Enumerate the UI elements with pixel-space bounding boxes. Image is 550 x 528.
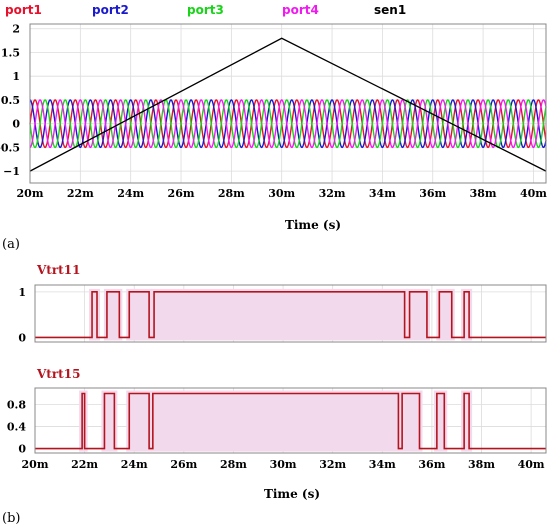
series-group: [29, 37, 547, 172]
x-tick-label: 36m: [418, 458, 445, 471]
x-tick-labels: 20m 22m 24m 26m 28m 30m 32m 34m 36m 38m 40m: [17, 187, 548, 200]
x-tick-label: 38m: [470, 187, 497, 200]
pulse-highlight: [126, 288, 153, 341]
pulse-highlight: [399, 390, 423, 452]
x-tick-label: 24m: [117, 187, 144, 200]
pulse-highlight: [101, 390, 118, 452]
y-tick-label: 0.8: [7, 399, 26, 412]
x-tick-label: 28m: [218, 187, 245, 200]
y-tick-label: 1.5: [1, 46, 20, 59]
legend: port1 port2 port3 port4 sen1: [5, 3, 406, 17]
panel-label-b: (b): [2, 511, 20, 526]
series-Vtrt11: [35, 291, 546, 339]
legend-port3: port3: [187, 3, 224, 17]
chart-title-vtrt11: Vtrt11: [36, 263, 80, 277]
y-tick-label: −1: [3, 165, 20, 178]
x-tick-label: 20m: [22, 458, 49, 471]
y-tick-label: 1: [18, 286, 26, 299]
series-port2: [29, 99, 547, 149]
y-tick-label: 1: [12, 70, 20, 83]
x-tick-labels: 20m 22m 24m 26m 28m 30m 32m 34m 36m 38m 40m: [22, 458, 545, 471]
pulse-highlight: [461, 390, 473, 452]
plot-frame: [34, 284, 547, 343]
panel-a-chart: port1 port2 port3 port4 sen1 2 1.5 1 0.5 0 -0…: [0, 3, 547, 232]
x-axis-title: Time (s): [285, 218, 341, 232]
series-port1: [29, 99, 547, 149]
x-tick-label: 22m: [71, 458, 98, 471]
x-tick-label: 34m: [369, 458, 396, 471]
x-tick-label: 20m: [17, 187, 44, 200]
x-axis-title: Time (s): [264, 487, 320, 501]
pulse-highlight: [79, 390, 88, 452]
pulse-highlight: [126, 390, 153, 452]
panel-b-vtrt11-chart: Vtrt11 01: [18, 263, 547, 345]
chart-title-vtrt15: Vtrt15: [36, 367, 80, 381]
x-tick-label: 38m: [468, 458, 495, 471]
panel-label-a: (a): [2, 237, 20, 252]
legend-port4: port4: [282, 3, 319, 17]
y-tick-labels: 0 0.4 0.8: [7, 399, 26, 456]
x-tick-label: 32m: [319, 458, 346, 471]
y-tick-label: 0.4: [7, 421, 26, 434]
pulse-highlight: [436, 288, 455, 341]
pulse-highlight: [461, 288, 473, 341]
y-tick-label: 0: [18, 443, 26, 456]
x-tick-label: 28m: [220, 458, 247, 471]
legend-sen1: sen1: [374, 3, 406, 17]
y-tick-labels: 2 1.5 1 0.5 0 -0.5 −1: [0, 23, 20, 178]
x-tick-label: 24m: [121, 458, 148, 471]
series-group: [35, 390, 546, 452]
series-sen1: [29, 37, 547, 172]
y-tick-label: -0.5: [0, 141, 20, 154]
y-tick-label: 2: [12, 23, 20, 36]
grid: [29, 24, 546, 183]
series-group: [35, 288, 546, 341]
x-tick-label: 32m: [319, 187, 346, 200]
x-tick-label: 22m: [67, 187, 94, 200]
y-tick-label: 0.5: [1, 94, 20, 107]
y-tick-labels: 01: [18, 286, 26, 345]
x-tick-label: 30m: [268, 187, 295, 200]
series-port4: [29, 99, 547, 149]
x-tick-label: 26m: [170, 458, 197, 471]
pulse-highlight: [149, 390, 402, 452]
series-Vtrt15: [35, 392, 546, 450]
y-tick-label: 0: [12, 118, 20, 131]
plot-frame: [34, 387, 547, 454]
plot-frame: [29, 23, 547, 184]
x-tick-label: 30m: [270, 458, 297, 471]
x-tick-label: 34m: [369, 187, 396, 200]
panel-b-vtrt15-chart: Vtrt15 0 0.4 0.8 20m 22m 24m 26m 28m 30m 32m 34m 3…: [7, 367, 547, 501]
x-tick-label: 40m: [518, 458, 545, 471]
x-tick-label: 36m: [419, 187, 446, 200]
series-port3: [29, 99, 547, 149]
pulse-highlight: [89, 288, 101, 341]
pulse-highlight: [103, 288, 123, 341]
x-tick-label: 26m: [168, 187, 195, 200]
pulse-highlight: [433, 390, 448, 452]
y-tick-label: 0: [18, 331, 26, 344]
legend-port2: port2: [92, 3, 129, 17]
x-tick-label: 40m: [520, 187, 547, 200]
pulse-highlight: [406, 288, 430, 341]
legend-port1: port1: [5, 3, 42, 17]
pulse-highlight: [151, 288, 408, 341]
